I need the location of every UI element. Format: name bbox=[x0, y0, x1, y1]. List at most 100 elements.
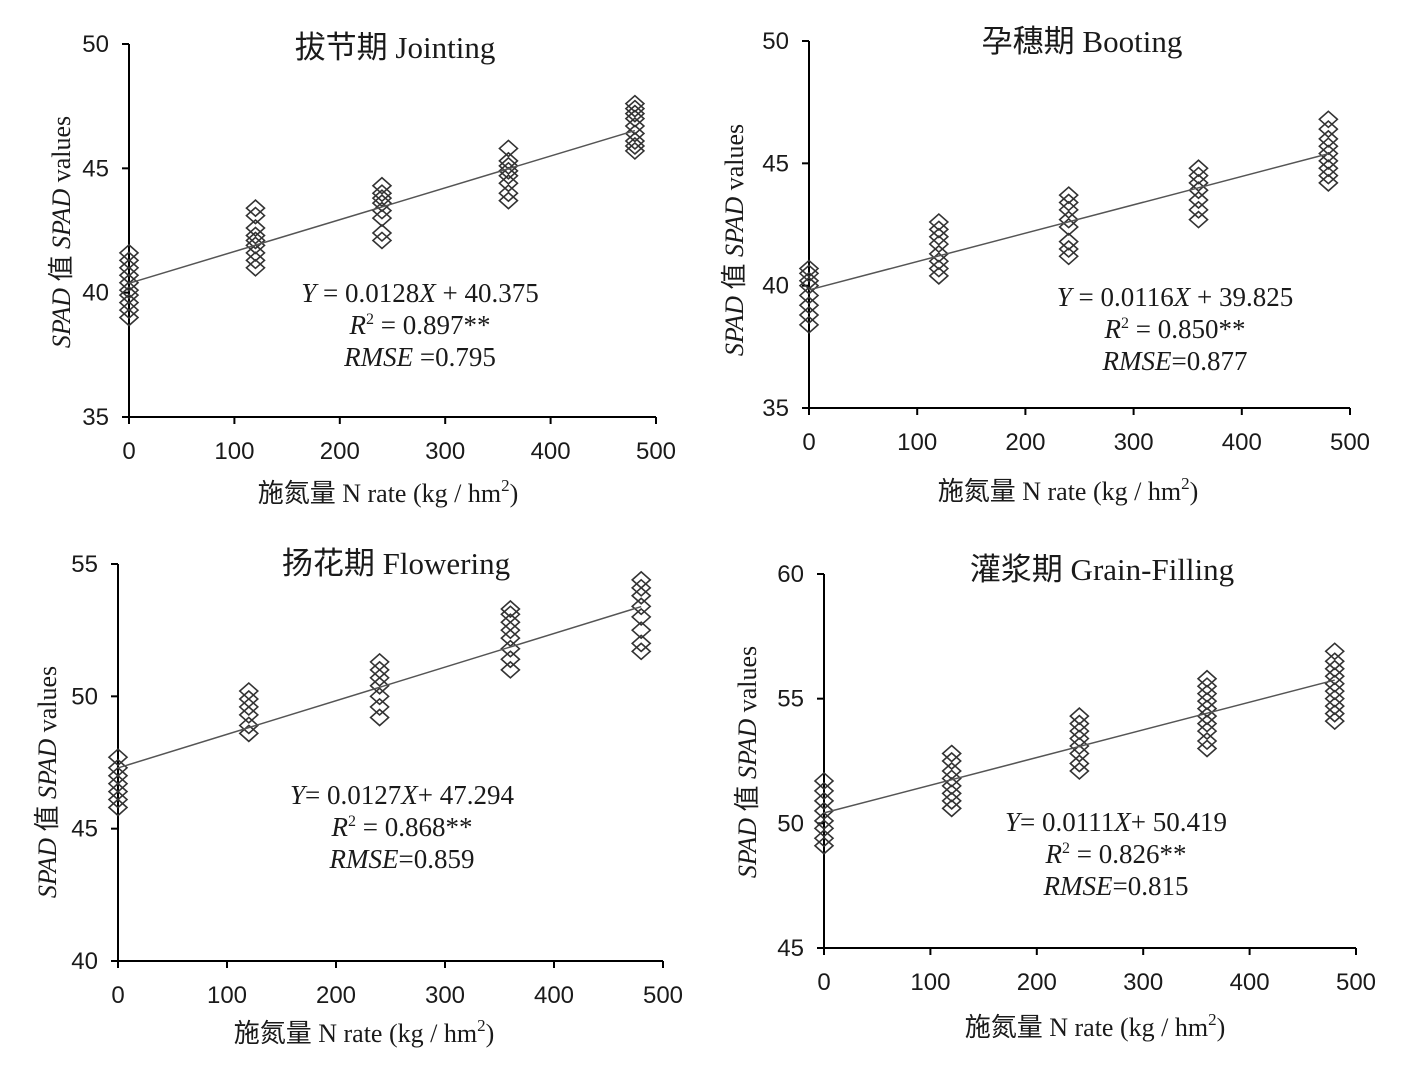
data-point bbox=[498, 156, 519, 175]
data-point bbox=[118, 251, 140, 270]
data-point bbox=[1318, 144, 1339, 163]
x-tick-label: 0 bbox=[802, 429, 815, 456]
y-axis-label: SPAD 值 SPAD values bbox=[47, 116, 76, 348]
data-point bbox=[1196, 699, 1218, 718]
data-point bbox=[928, 244, 950, 263]
data-point bbox=[1188, 173, 1209, 192]
data-point bbox=[630, 634, 652, 653]
data-point bbox=[107, 798, 129, 817]
data-point bbox=[369, 652, 390, 671]
data-point bbox=[238, 716, 260, 735]
x-axis-label: 施氮量 N rate (kg / hm2) bbox=[234, 1016, 495, 1048]
data-point bbox=[813, 819, 835, 838]
data-point bbox=[630, 597, 652, 616]
r-squared: R2 = 0.826** bbox=[1045, 839, 1187, 869]
data-point bbox=[371, 223, 393, 243]
data-point bbox=[1324, 667, 1345, 686]
regression-equation: Y= 0.0127X+ 47.294 bbox=[290, 780, 514, 810]
x-tick-label: 0 bbox=[111, 982, 124, 1009]
data-point bbox=[107, 782, 129, 801]
data-point bbox=[1196, 714, 1218, 733]
y-tick-label: 50 bbox=[82, 31, 109, 58]
y-tick-label: 45 bbox=[762, 150, 789, 177]
data-point bbox=[369, 708, 390, 727]
x-tick-label: 100 bbox=[897, 429, 937, 456]
data-point bbox=[238, 689, 260, 709]
data-point bbox=[369, 676, 390, 695]
x-tick-label: 500 bbox=[636, 438, 676, 465]
data-point bbox=[941, 769, 962, 788]
rmse: RMSE=0.859 bbox=[329, 844, 475, 874]
data-point bbox=[941, 784, 962, 803]
data-point bbox=[107, 774, 129, 793]
data-point bbox=[928, 220, 950, 239]
data-point bbox=[624, 141, 646, 160]
data-point bbox=[813, 801, 835, 820]
data-point bbox=[369, 687, 390, 706]
data-point bbox=[1196, 677, 1218, 696]
x-axis-label: 施氮量 N rate (kg / hm2) bbox=[965, 1010, 1226, 1042]
x-tick-label: 500 bbox=[643, 982, 683, 1009]
x-tick-label: 200 bbox=[320, 438, 360, 465]
y-axis-label: SPAD 值 SPAD values bbox=[733, 646, 762, 878]
data-point bbox=[245, 251, 266, 270]
regression-equation: Y= 0.0111X+ 50.419 bbox=[1005, 807, 1227, 837]
data-point bbox=[928, 235, 950, 254]
rmse: RMSE=0.815 bbox=[1043, 871, 1189, 901]
data-point bbox=[371, 201, 393, 220]
data-point bbox=[245, 231, 266, 250]
data-point bbox=[245, 218, 266, 238]
x-tick-label: 0 bbox=[122, 438, 135, 465]
data-point bbox=[1324, 689, 1345, 708]
data-point bbox=[1188, 181, 1209, 200]
data-point bbox=[1196, 731, 1218, 751]
x-tick-label: 200 bbox=[1005, 429, 1045, 456]
regression-line bbox=[823, 679, 1335, 814]
data-point bbox=[798, 296, 820, 315]
regression-equation: Y = 0.0116X + 39.825 bbox=[1057, 282, 1294, 312]
data-point bbox=[928, 212, 950, 232]
y-tick-label: 55 bbox=[71, 551, 98, 578]
data-point bbox=[1318, 173, 1339, 192]
data-point bbox=[1318, 110, 1339, 129]
data-point bbox=[798, 305, 820, 325]
data-point bbox=[371, 189, 393, 208]
data-point bbox=[498, 174, 519, 193]
data-point bbox=[107, 748, 129, 767]
data-point bbox=[928, 227, 950, 246]
data-point bbox=[371, 184, 393, 203]
y-tick-label: 60 bbox=[777, 561, 804, 588]
data-point bbox=[1069, 714, 1090, 733]
data-point bbox=[107, 766, 129, 785]
data-point bbox=[1196, 707, 1218, 726]
data-point bbox=[1318, 159, 1339, 178]
chart-panel-4: 45 50 55 60 0 100 200 300 400 500 灌浆期 Grain-Fillin… bbox=[733, 552, 1376, 1042]
data-point bbox=[624, 99, 646, 118]
data-point bbox=[941, 791, 962, 810]
chart-title: 孕穗期 Booting bbox=[982, 24, 1183, 59]
data-point bbox=[624, 116, 646, 136]
data-point bbox=[630, 586, 652, 605]
y-tick-label: 45 bbox=[82, 155, 109, 182]
data-point bbox=[813, 836, 835, 855]
y-tick-label: 45 bbox=[777, 935, 804, 962]
data-point bbox=[624, 124, 646, 143]
r-squared: R2 = 0.850** bbox=[1104, 314, 1246, 344]
x-tick-label: 100 bbox=[207, 982, 247, 1009]
data-point bbox=[1196, 669, 1218, 688]
x-tick-label: 0 bbox=[817, 969, 830, 996]
data-point bbox=[624, 136, 646, 156]
data-point bbox=[238, 681, 260, 701]
data-point bbox=[371, 208, 393, 228]
x-tick-label: 500 bbox=[1330, 429, 1370, 456]
regression-line bbox=[128, 129, 636, 285]
data-point bbox=[245, 258, 266, 277]
y-tick-label: 50 bbox=[777, 810, 804, 837]
data-point bbox=[500, 650, 521, 669]
data-point bbox=[798, 259, 820, 278]
x-tick-label: 300 bbox=[1114, 429, 1154, 456]
y-axis-label: SPAD 值 SPAD values bbox=[720, 124, 749, 356]
